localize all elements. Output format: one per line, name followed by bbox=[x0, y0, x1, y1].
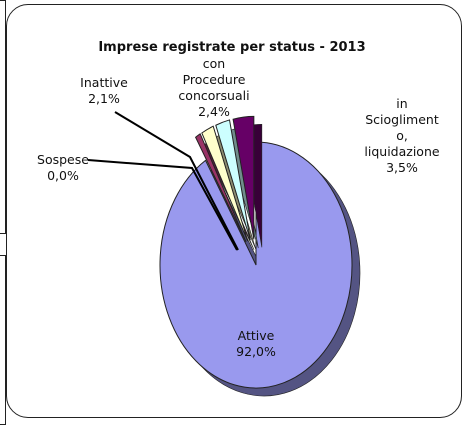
pie-slice-sospese bbox=[194, 133, 247, 243]
label-procedure-line3: concorsuali bbox=[178, 88, 249, 103]
slice-label-inattive: Inattive 2,1% bbox=[80, 75, 128, 106]
leader-line-inattive bbox=[114, 111, 239, 251]
label-scioglimento-value: 3,5% bbox=[386, 160, 418, 175]
label-sospese-name: Sospese bbox=[37, 152, 89, 167]
label-attive-name: Attive bbox=[238, 328, 275, 343]
label-inattive-name: Inattive bbox=[80, 75, 128, 90]
slice-label-sospese: Sospese 0,0% bbox=[37, 152, 89, 183]
label-attive-value: 92,0% bbox=[236, 344, 276, 359]
pie-slice-inattive bbox=[201, 125, 249, 242]
pie-slices bbox=[159, 115, 361, 397]
label-procedure-line1: con bbox=[203, 56, 225, 71]
pie-slice-in-scioglimento-liquidazione bbox=[232, 115, 255, 240]
slice-label-attive: Attive 92,0% bbox=[236, 328, 276, 359]
label-procedure-value: 2,4% bbox=[198, 104, 230, 119]
leader-line-sospese bbox=[87, 159, 238, 251]
label-scioglimento-line3: o, bbox=[396, 128, 408, 143]
pie-slice-con-procedure-concorsuali bbox=[215, 119, 251, 241]
leader-lines bbox=[87, 111, 239, 251]
left-frame-upper bbox=[0, 0, 6, 234]
slice-label-procedure: con Procedure concorsuali 2,4% bbox=[178, 56, 249, 119]
pie-slice-attive bbox=[159, 141, 353, 389]
chart-title: Imprese registrate per status - 2013 bbox=[98, 40, 365, 55]
label-scioglimento-line4: liquidazione bbox=[364, 144, 439, 159]
label-sospese-value: 0,0% bbox=[47, 168, 79, 183]
label-scioglimento-line1: in bbox=[396, 96, 407, 111]
label-procedure-line2: Procedure bbox=[183, 72, 246, 87]
label-scioglimento-line2: Sciogliment bbox=[365, 112, 439, 127]
slice-label-scioglimento: in Sciogliment o, liquidazione 3,5% bbox=[364, 96, 439, 175]
label-inattive-value: 2,1% bbox=[88, 91, 120, 106]
